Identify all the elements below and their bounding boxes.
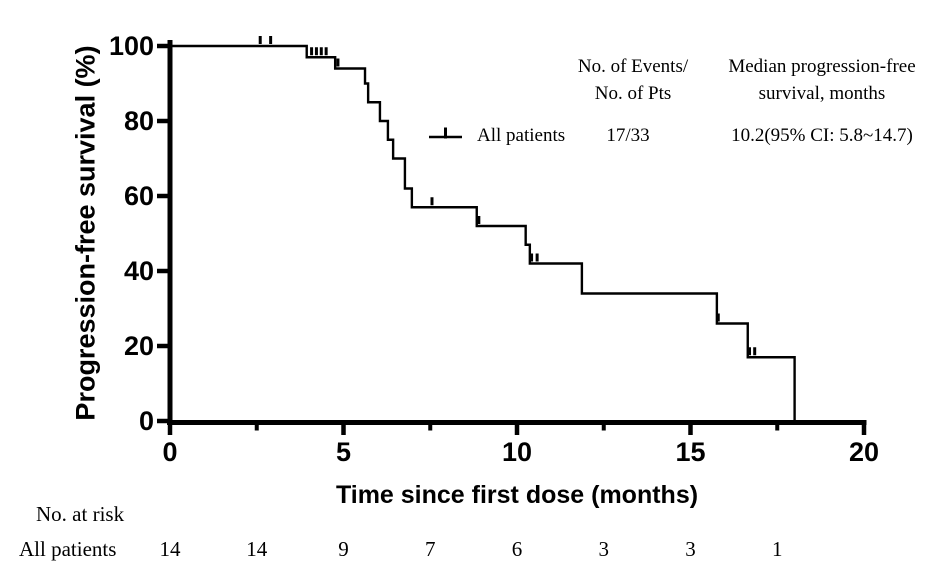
at-risk-value: 3 <box>598 537 610 561</box>
y-tick-label: 40 <box>123 256 154 286</box>
y-tick-label: 20 <box>123 331 154 361</box>
x-tick-label: 15 <box>675 437 706 467</box>
at-risk-value: 7 <box>425 537 436 561</box>
y-axis-title: Progression-free survival (%) <box>70 45 101 421</box>
at-risk-value: 3 <box>685 537 696 561</box>
legend-events-header-line1: No. of Events/ <box>577 56 689 77</box>
at-risk-row-label: All patients <box>19 537 117 561</box>
y-tick-label: 0 <box>138 406 154 436</box>
at-risk-value: 9 <box>338 537 349 561</box>
at-risk-value: 6 <box>511 537 523 561</box>
x-tick-label: 20 <box>848 437 880 467</box>
x-tick-label: 5 <box>335 437 352 467</box>
at-risk-header: No. at risk <box>36 502 125 526</box>
x-axis-title: Time since first dose (months) <box>335 481 699 509</box>
legend-median-header-line1: Median progression-free <box>728 56 916 77</box>
x-tick-label: 10 <box>501 437 533 467</box>
at-risk-value: 14 <box>246 537 268 561</box>
at-risk-value: 1 <box>772 537 783 561</box>
legend-events-header-line2: No. of Pts <box>594 83 672 104</box>
at-risk-value: 14 <box>159 537 181 561</box>
y-tick-label: 80 <box>123 106 154 136</box>
y-tick-label: 60 <box>123 181 154 211</box>
legend-events-value: 17/33 <box>606 125 650 146</box>
legend-median-value: 10.2(95% CI: 5.8~14.7) <box>731 125 913 146</box>
km-step-curve <box>170 44 796 421</box>
legend-series-label: All patients <box>477 125 566 146</box>
x-tick-label: 0 <box>162 437 178 467</box>
legend-median-header-line2: survival, months <box>758 83 886 104</box>
y-tick-label: 100 <box>108 31 154 61</box>
